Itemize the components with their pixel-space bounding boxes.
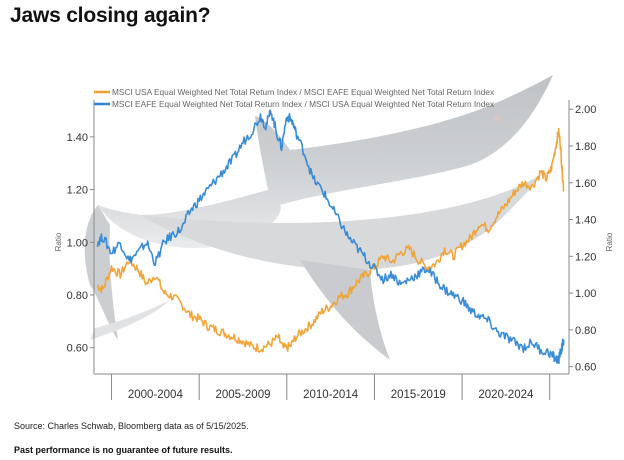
x-bucket-label: 2005-2009 (215, 389, 270, 401)
page-title: Jaws closing again? (10, 4, 211, 27)
legend-item-usa-over-eafe: MSCI USA Equal Weighted Net Total Return… (94, 87, 495, 97)
legend-item-eafe-over-usa: MSCI EAFE Equal Weighted Net Total Retur… (94, 99, 495, 109)
right-tick-label: 1.60 (575, 178, 596, 190)
legend-label-eafe-over-usa: MSCI EAFE Equal Weighted Net Total Retur… (112, 99, 495, 109)
left-axis-title: Ratio (54, 232, 63, 251)
series-layer (96, 109, 565, 365)
left-tick-label: 1.20 (67, 185, 88, 197)
x-bucket-label: 2010-2014 (303, 389, 359, 401)
left-tick-label: 1.00 (67, 237, 88, 249)
shark-tail (84, 205, 118, 340)
shark-eye (493, 115, 501, 123)
x-bucket-label: 2000-2004 (128, 389, 184, 401)
disclaimer: Past performance is no guarantee of futu… (14, 445, 233, 455)
right-axis-title: Ratio (605, 232, 614, 251)
left-tick-label: 0.60 (67, 343, 88, 355)
left-tick-label: 0.80 (67, 290, 88, 302)
shark-body (98, 75, 553, 249)
right-tick-label: 0.80 (575, 325, 596, 337)
chart: Ratio Ratio 1.40 1.20 1.00 0.80 0.60 2.00 1.8… (54, 75, 614, 401)
x-bucket-label: 2020-2024 (478, 389, 534, 401)
series-line-eafe-over-usa (96, 109, 565, 365)
series-line-usa-over-eafe (97, 127, 565, 353)
shark-pectoral-fin (300, 260, 390, 360)
right-tick-label: 0.60 (575, 362, 596, 374)
right-tick-label: 1.80 (575, 141, 596, 153)
legend-label-usa-over-eafe: MSCI USA Equal Weighted Net Total Return… (112, 87, 495, 97)
shark-lower-tail (90, 300, 170, 340)
x-bucket-label: 2015-2019 (391, 389, 446, 401)
legend: MSCI USA Equal Weighted Net Total Return… (94, 87, 495, 109)
right-tick-label: 2.00 (575, 104, 596, 116)
shark-illustration (84, 75, 553, 360)
left-ticks: 1.40 1.20 1.00 0.80 0.60 (67, 132, 94, 355)
right-tick-label: 1.00 (575, 288, 596, 300)
left-tick-label: 1.40 (67, 132, 88, 144)
source-note: Source: Charles Schwab, Bloomberg data a… (14, 421, 249, 431)
right-ticks: 2.00 1.80 1.60 1.40 1.20 1.00 0.80 0.60 (569, 104, 596, 374)
x-buckets: 2000-2004 2005-2009 2010-2014 2015-2019 2020… (111, 374, 551, 401)
right-tick-label: 1.40 (575, 215, 596, 227)
right-tick-label: 1.20 (575, 251, 596, 263)
